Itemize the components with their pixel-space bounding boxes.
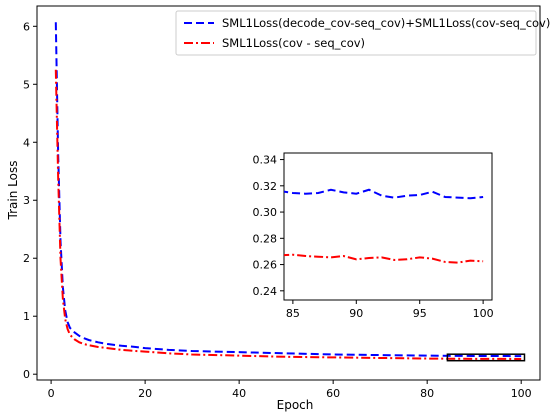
legend: SML1Loss(decode_cov-seq_cov)+SML1Loss(co… xyxy=(175,10,550,56)
main-x-tick-label: 60 xyxy=(326,387,340,400)
inset-y-tick-label: 0.28 xyxy=(253,232,278,245)
inset-y-tick-label: 0.30 xyxy=(253,206,278,219)
main-y-tick-label: 2 xyxy=(23,252,30,265)
main-y-tick-label: 5 xyxy=(23,78,30,91)
zoom-region-box xyxy=(446,353,526,362)
inset-x-tick-label: 85 xyxy=(286,307,300,320)
main-x-tick-label: 40 xyxy=(232,387,246,400)
main-y-tick-label: 0 xyxy=(23,368,30,381)
inset-x-tick-label: 90 xyxy=(349,307,363,320)
main-y-tick-label: 1 xyxy=(23,310,30,323)
y-axis-label: Train Loss xyxy=(6,161,20,221)
inset-y-tick-label: 0.24 xyxy=(253,285,278,298)
inset-series-line-2 xyxy=(284,253,484,264)
inset-plot: 85 90 95 100 0.24 0.26 0.28 0.30 0.32 0.34 xyxy=(253,152,494,320)
inset-plot-frame xyxy=(283,152,493,301)
main-y-tick-label: 4 xyxy=(23,136,30,149)
main-y-tick-label: 6 xyxy=(23,20,30,33)
inset-x-tick-label: 100 xyxy=(473,307,494,320)
inset-y-tick-label: 0.32 xyxy=(253,180,278,193)
inset-y-tick-label: 0.34 xyxy=(253,154,278,167)
inset-y-tick-label: 0.26 xyxy=(253,259,278,272)
main-x-tick-label: 20 xyxy=(138,387,152,400)
main-series-line-1 xyxy=(54,22,522,358)
legend-label-2: SML1Loss(cov - seq_cov) xyxy=(222,36,365,50)
legend-label-1: SML1Loss(decode_cov-seq_cov)+SML1Loss(co… xyxy=(222,16,550,30)
inset-series-line-1 xyxy=(284,188,484,200)
main-x-tick-label: 0 xyxy=(48,387,55,400)
main-x-tick-label: 80 xyxy=(420,387,434,400)
x-axis-label: Epoch xyxy=(277,398,314,412)
legend-box xyxy=(175,10,537,56)
main-y-tick-label: 3 xyxy=(23,194,30,207)
inset-x-tick-label: 95 xyxy=(413,307,427,320)
main-x-tick-label: 100 xyxy=(511,387,532,400)
